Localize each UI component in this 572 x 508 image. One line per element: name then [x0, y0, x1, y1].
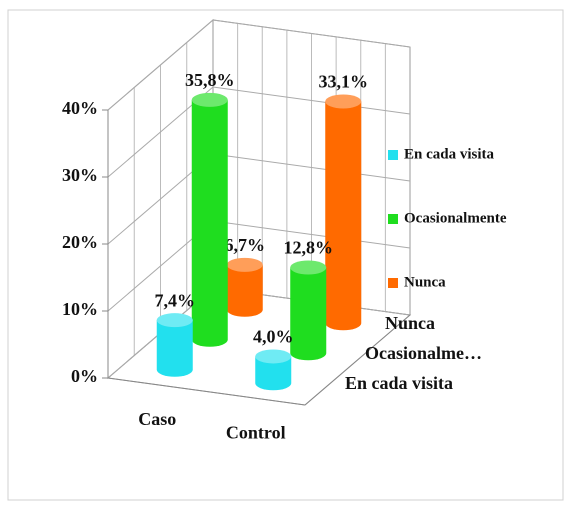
x-tick-label: Control [226, 422, 286, 442]
value-label: 33,1% [319, 72, 369, 92]
x-axis [107, 377, 306, 406]
bar [156, 320, 193, 377]
bar-top [226, 257, 263, 272]
legend-label: Ocasionalmente [404, 210, 507, 226]
y-tick-label: 0% [71, 366, 98, 386]
depth-axis [304, 314, 411, 406]
legend-swatch [388, 278, 398, 288]
legend-swatch [388, 214, 398, 224]
bar-top [290, 260, 327, 275]
bar-top [325, 94, 362, 109]
bar [255, 356, 292, 391]
grid-line [212, 220, 411, 249]
y-tick-label: 20% [62, 232, 98, 252]
value-label: 35,8% [185, 70, 235, 90]
legend-label: En cada visita [404, 146, 495, 162]
bar-top [191, 92, 228, 107]
grid-line [212, 86, 411, 115]
y-tick-label: 10% [62, 299, 98, 319]
legend-swatch [388, 150, 398, 160]
chart-frame [7, 9, 564, 501]
y-tick-label: 40% [62, 98, 98, 118]
bar-top [156, 313, 193, 328]
bar [226, 264, 263, 317]
bar [325, 101, 362, 331]
value-label: 12,8% [284, 238, 334, 258]
bar [191, 99, 228, 347]
grid-line [212, 19, 411, 48]
bar [290, 267, 327, 361]
bar-top [255, 349, 292, 364]
depth-tick-label: Nunca [385, 313, 435, 333]
y-tick-label: 30% [62, 165, 98, 185]
grid-line [107, 19, 214, 111]
value-label: 6,7% [225, 235, 266, 255]
depth-tick-label: En cada visita [345, 373, 453, 393]
x-tick-label: Caso [138, 409, 176, 429]
value-label: 4,0% [253, 327, 294, 347]
grid-line [212, 153, 411, 182]
value-label: 7,4% [155, 290, 196, 310]
legend-label: Nunca [404, 274, 446, 290]
depth-tick-label: Ocasionalme… [365, 343, 482, 363]
